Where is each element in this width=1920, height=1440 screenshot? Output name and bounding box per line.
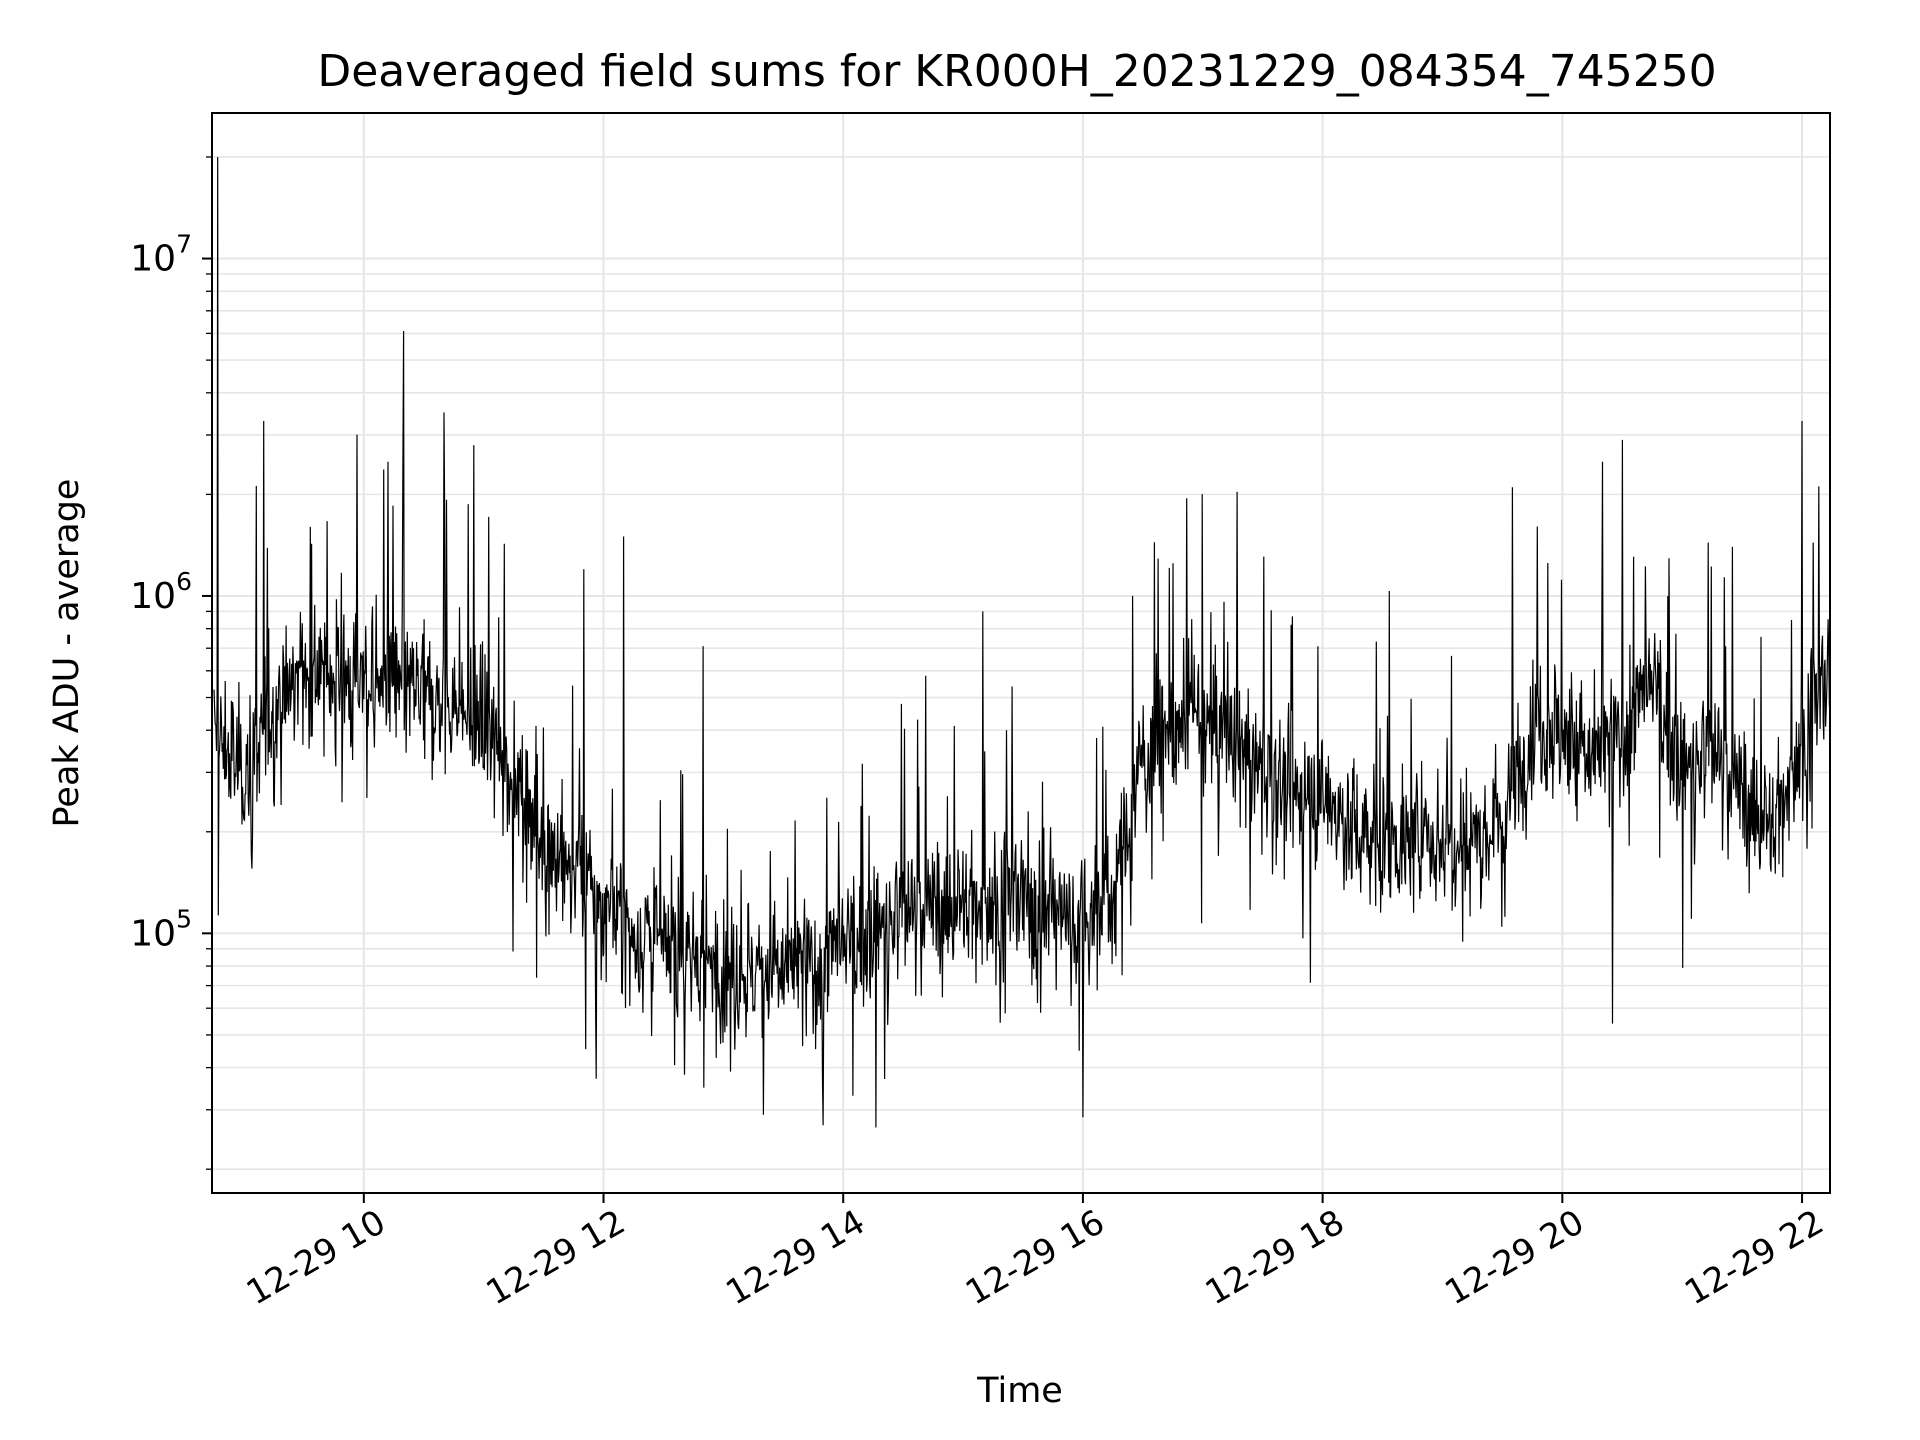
y-tick-label: 107 [130, 230, 192, 280]
y-tick-base: 10 [130, 913, 176, 954]
y-tick-exponent: 6 [176, 567, 192, 596]
x-tick-label: 12-29 14 [719, 1202, 871, 1313]
x-axis-label: Time [976, 1371, 1063, 1411]
x-tick-label: 12-29 20 [1438, 1202, 1590, 1313]
plot-area [213, 156, 1830, 1128]
x-tick-label: 12-29 18 [1199, 1202, 1351, 1313]
y-tick-label: 106 [130, 567, 192, 617]
y-axis-label: Peak ADU - average [47, 479, 87, 828]
grid [212, 113, 1830, 1193]
y-tick-exponent: 7 [176, 230, 192, 259]
x-tick-label: 12-29 10 [240, 1202, 392, 1313]
x-tick-label: 12-29 12 [480, 1202, 632, 1313]
series-line [213, 156, 1830, 1128]
chart-title: Deaveraged field sums for KR000H_2023122… [317, 46, 1716, 97]
plot-frame [211, 112, 1831, 1194]
y-tick-exponent: 5 [176, 904, 192, 933]
x-axis: 12-29 10 12-29 12 12-29 14 12-29 16 12-29 18… [240, 1193, 1831, 1313]
y-tick-base: 10 [130, 576, 176, 617]
x-tick-label: 12-29 16 [959, 1202, 1111, 1313]
y-tick-label: 105 [130, 904, 192, 954]
y-tick-base: 10 [130, 239, 176, 280]
x-tick-label: 12-29 22 [1678, 1202, 1830, 1313]
